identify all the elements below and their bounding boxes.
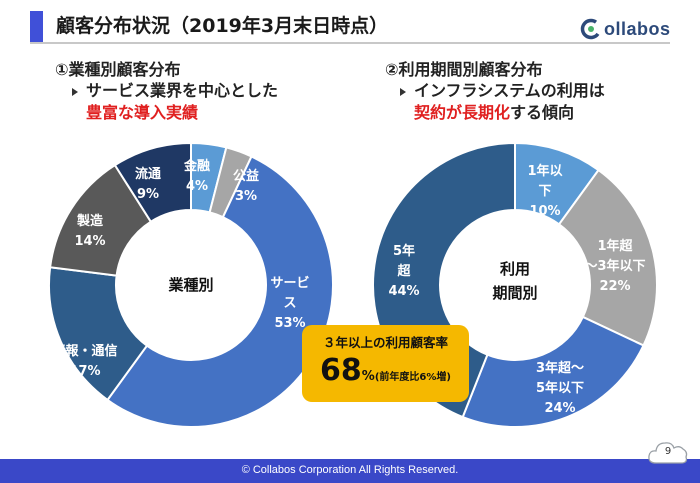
donut-slice — [461, 315, 645, 428]
left-center-label: 業種別 — [167, 276, 213, 294]
industry-donut: 金融 4% 公益 3% サービス 53% 情報・通信 17% 製造 14% 流通 9% — [48, 141, 334, 428]
slice-label: 製造 14% — [74, 213, 105, 249]
bullet-triangle-icon — [72, 87, 78, 96]
right-center-label-line1: 利用 — [500, 260, 530, 278]
slice-label: 金融 4% — [183, 158, 210, 194]
right-bullet-line2: 契約が長期化する傾向 — [414, 102, 574, 124]
title-underline — [30, 42, 670, 44]
footer: © Collabos Corporation All Rights Reserv… — [0, 459, 700, 483]
left-section-title: ①業種別顧客分布 — [55, 60, 181, 79]
callout-label: ３年以上の利用顧客率 — [322, 335, 448, 350]
right-bullet-text1: インフラシステムの利用は — [414, 81, 605, 100]
slice-label: 情報・通信 17% — [52, 343, 117, 379]
donut-slice — [113, 141, 192, 224]
slice-label: 1年超～3年以下 22% — [584, 238, 645, 294]
page-number: 9 — [664, 446, 672, 457]
left-bullet-text1: サービス業界を中心とした — [86, 81, 279, 100]
slice-label: 公益 3% — [233, 168, 259, 204]
page-title: 顧客分布状況（2019年3月末日時点） — [56, 15, 389, 37]
right-bullet-red-text: 契約が長期化 — [414, 103, 511, 122]
slice-label: 3年超～ 5年以下 24% — [536, 360, 584, 416]
title-bar: 顧客分布状況（2019年3月末日時点） — [0, 7, 560, 47]
collabos-logo: ollabos — [580, 18, 671, 40]
callout-main: 68%(前年度比6%増) — [302, 353, 469, 388]
page-number-cloud-icon — [648, 442, 688, 464]
right-bullet-rest-text: する傾向 — [510, 103, 575, 122]
left-bullet-line2: 豊富な導入実績 — [86, 103, 199, 122]
logo-text: ollabos — [604, 18, 671, 39]
donut-slice — [106, 155, 334, 428]
right-section-title: ②利用期間別顧客分布 — [385, 60, 543, 79]
footer-copyright: © Collabos Corporation All Rights Reserv… — [241, 464, 459, 476]
right-bullet-line1: インフラシステムの利用は — [400, 80, 605, 102]
title-accent-bar — [30, 11, 43, 43]
slice-label: 流通 9% — [135, 166, 161, 202]
collabos-logo-mark-icon — [580, 18, 602, 40]
slice-label: 1年以下 10% — [527, 163, 562, 219]
retention-callout: ３年以上の利用顧客率 68%(前年度比6%増) — [302, 325, 469, 402]
donut-slice — [557, 168, 658, 347]
slice-label: サービス 53% — [270, 275, 309, 331]
callout-value: 68 — [320, 353, 362, 388]
right-center-label-line2: 期間別 — [492, 284, 537, 302]
bullet-triangle-icon — [400, 87, 406, 96]
slice-label: 5年超 44% — [388, 243, 419, 299]
left-bullet-line1: サービス業界を中心とした — [72, 80, 278, 102]
callout-unit: % — [361, 369, 375, 384]
callout-note: (前年度比6%増) — [374, 372, 451, 383]
